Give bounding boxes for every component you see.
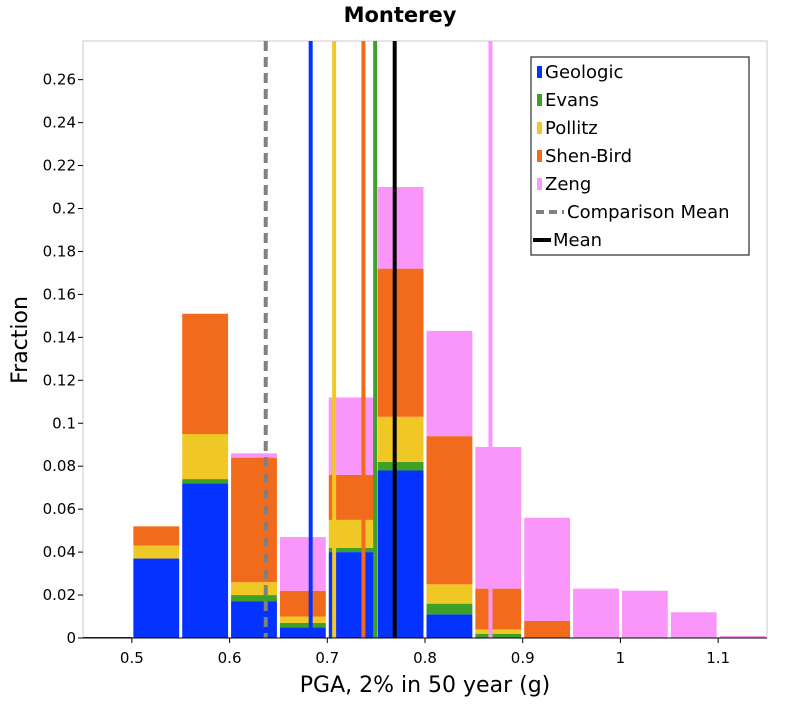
bar-geologic-2 [182,483,229,638]
y-tick-label-0.08: 0.08 [43,457,76,475]
bar-shen-bird-1 [133,526,180,546]
y-tick-label-0.12: 0.12 [43,371,76,389]
y-tick-label-0: 0 [66,629,76,647]
y-tick-label-0.02: 0.02 [43,586,76,604]
bar-shen-bird-8 [475,588,522,630]
x-tick-label-0.5: 0.5 [120,649,144,667]
bar-geologic-6 [377,470,424,638]
x-tick-label-0.6: 0.6 [218,649,242,667]
bar-evans-4 [279,622,326,628]
axes-layer: 0.5 0.6 0.7 0.8 0.9 1 1.1 0 0.02 0.04 0.06 0.08 0.1 0… [43,71,767,667]
legend-swatch-shen-bird [537,150,542,162]
bar-geologic-5 [328,552,375,638]
y-axis-label: Fraction [8,296,33,384]
bar-evans-5 [328,547,375,553]
bar-shen-bird-7 [426,436,473,585]
bar-evans-3 [231,595,277,602]
y-tick-label-0.1: 0.1 [52,414,76,432]
bar-evans-7 [426,603,473,615]
legend-swatch-zeng [537,178,542,190]
legend-label-evans: Evans [545,90,599,111]
y-tick-label-0.04: 0.04 [43,543,76,561]
bar-pollitz-1 [133,545,180,559]
bar-shen-bird-9 [524,620,571,638]
bar-zeng-5 [328,397,375,475]
y-tick-label-0.06: 0.06 [43,500,76,518]
bar-shen-bird-3 [231,457,277,583]
x-tick-label-0.7: 0.7 [315,649,339,667]
legend-label-shen-bird: Shen-Bird [545,146,632,167]
bar-pollitz-8 [475,629,522,634]
bar-shen-bird-2 [182,313,229,434]
legend: Geologic Evans Pollitz Shen-Bird Zeng Compari… [530,56,750,256]
bar-zeng-3 [231,453,277,458]
bar-zeng-4 [279,537,326,591]
bar-geologic-7 [426,614,473,638]
y-tick-label-0.22: 0.22 [43,157,76,175]
y-tick-label-0.16: 0.16 [43,285,76,303]
legend-label-zeng: Zeng [545,174,591,195]
y-tick-label-0.2: 0.2 [52,200,76,218]
bar-pollitz-3 [231,582,277,596]
x-tick-label-0.8: 0.8 [413,649,437,667]
mean-lines-layer [263,41,493,638]
bar-pollitz-6 [377,416,424,462]
bar-zeng-6 [377,187,424,269]
y-tick-label-0.24: 0.24 [43,114,76,132]
y-tick-label-0.18: 0.18 [43,242,76,260]
x-tick-label-1: 1 [616,649,626,667]
bar-evans-8 [475,633,522,638]
bar-zeng-13 [719,635,766,638]
x-tick-label-0.9: 0.9 [511,649,535,667]
bar-pollitz-2 [182,433,229,480]
legend-label-mean: Mean [553,230,602,251]
bar-zeng-10 [573,588,619,638]
legend-box [530,56,750,256]
bar-shen-bird-5 [328,474,375,520]
bar-shen-bird-4 [279,590,326,617]
bar-pollitz-7 [426,584,473,604]
bar-evans-6 [377,461,424,471]
bar-zeng-7 [426,330,473,437]
bars-layer [83,187,766,638]
bar-evans-2 [182,479,229,484]
bar-zeng-8 [475,446,522,589]
legend-swatch-geologic [537,66,542,78]
legend-label-comparison-mean: Comparison Mean [567,202,730,223]
bar-geologic-1 [133,558,180,638]
chart-title: Monterey [344,3,457,27]
bar-zeng-11 [621,590,668,638]
bar-zeng-9 [524,517,571,621]
x-axis-label: PGA, 2% in 50 year (g) [300,673,551,698]
legend-label-pollitz: Pollitz [545,118,598,139]
x-tick-label-1.1: 1.1 [706,649,730,667]
legend-swatch-evans [537,94,542,106]
bar-shen-bird-6 [377,268,424,417]
bar-pollitz-4 [279,616,326,623]
legend-swatch-pollitz [537,122,542,134]
y-tick-label-0.14: 0.14 [43,328,76,346]
y-tick-label-0.26: 0.26 [43,71,76,89]
bar-geologic-3 [231,601,277,638]
bar-zeng-12 [670,612,717,638]
bar-pollitz-5 [328,519,375,548]
bar-geologic-4 [279,627,326,638]
legend-label-geologic: Geologic [545,62,623,83]
